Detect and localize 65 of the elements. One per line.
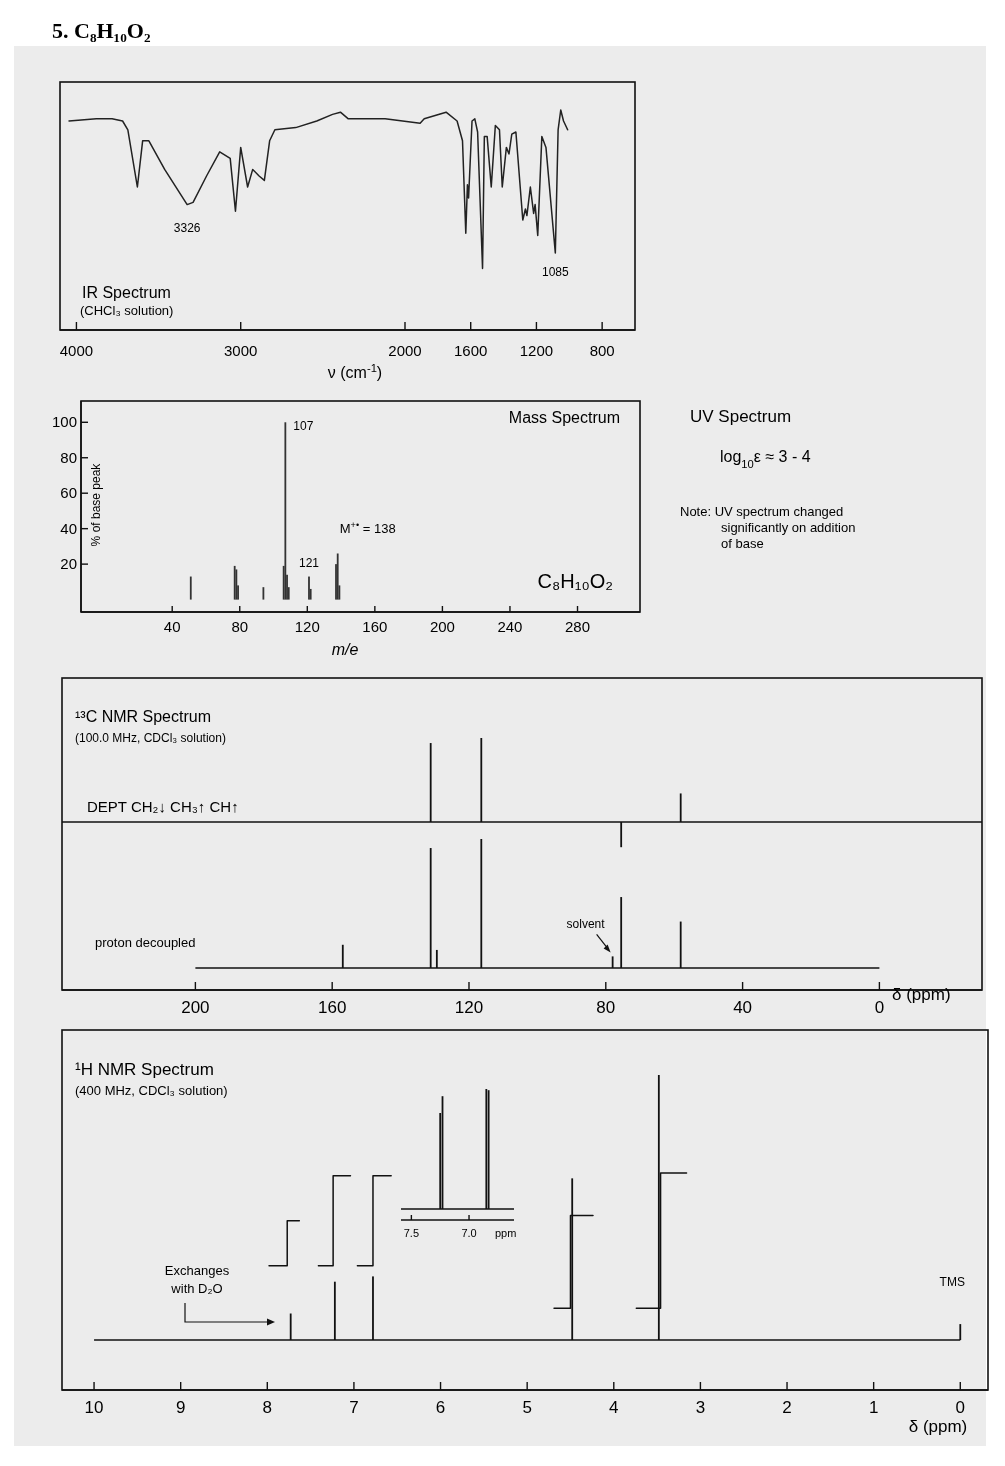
annotation: 121 [298, 555, 320, 570]
text: UV Spectrum [690, 407, 792, 426]
text: IR Spectrum [82, 284, 171, 301]
chart-subtitle: (100.0 MHz, CDCl₃ solution) [75, 731, 226, 745]
text: (400 MHz, CDCl₃ solution) [75, 1083, 228, 1098]
x-tick-label: 3 [695, 1398, 706, 1417]
x-tick-label: 2 [782, 1398, 792, 1417]
x-tick-label: 0 [955, 1398, 966, 1417]
x-tick-label: 1600 [454, 342, 488, 359]
annotation: solvent [566, 917, 606, 932]
x-tick-label: 200 [181, 998, 210, 1017]
x-tick-label: 4000 [59, 342, 94, 359]
x-tick-label: 10 [84, 1398, 104, 1417]
chart-title: ¹H NMR Spectrum [75, 1060, 214, 1079]
x-tick-label: 4 [609, 1398, 619, 1417]
annotation: 1085 [541, 265, 569, 279]
x-tick-label: 40 [733, 998, 753, 1017]
x-tick-label: 800 [589, 342, 615, 359]
annotation: M$^{+•}$ = 138 [339, 520, 396, 537]
y-tick-label: 60 [60, 484, 77, 502]
y-tick-label: 40 [60, 519, 77, 537]
annotation: C₈H₁₀O₂ [537, 570, 613, 592]
x-tick-label: 160 [362, 618, 388, 635]
annotation: 107 [293, 419, 314, 434]
x-tick-label: 80 [231, 618, 249, 635]
x-tick-label: 2000 [388, 342, 422, 359]
x-tick-label: 1200 [519, 342, 554, 359]
annotation: TMS [939, 1275, 965, 1290]
x-tick-label: 7.5 [403, 1227, 420, 1239]
x-tick-label: 5 [522, 1398, 532, 1417]
y-tick-label: 100 [51, 413, 77, 431]
chart-title: ¹³C NMR Spectrum [75, 708, 212, 725]
y-axis-title: % of base peak [89, 462, 103, 547]
x-axis-title: ν (cm$^{-1}$) [327, 362, 383, 381]
x-tick-label: 8 [262, 1398, 273, 1417]
x-tick-label: 7.0 [461, 1227, 477, 1239]
x-axis-title: ppm [495, 1227, 517, 1239]
x-axis-title: δ (ppm) [908, 1417, 968, 1436]
text: Note: UV spectrum changed significantly on addition of base [680, 504, 856, 551]
text: log$_{10}$ε ≈ 3 - 4 [720, 448, 811, 470]
chart-title: 5. C₈H₁₀O₂ [52, 18, 151, 43]
annotation: (CHCl₃ solution) [80, 303, 174, 318]
x-tick-label: 280 [565, 618, 591, 635]
x-tick-label: 160 [318, 998, 347, 1017]
x-axis-title: m/e [331, 641, 359, 658]
x-tick-label: 240 [497, 618, 523, 635]
x-axis-title: δ (ppm) [892, 985, 951, 1004]
y-tick-label: 20 [60, 555, 77, 573]
x-tick-label: 40 [163, 618, 181, 635]
annotation: proton decoupled [95, 935, 196, 950]
x-tick-label: 9 [175, 1398, 186, 1417]
x-tick-label: 0 [874, 998, 885, 1017]
x-tick-label: 6 [435, 1398, 446, 1417]
text: Mass Spectrum [508, 409, 620, 426]
annotation: Exchanges with D₂O [164, 1263, 230, 1296]
x-tick-label: 1 [868, 1398, 879, 1417]
x-tick-label: 200 [429, 618, 455, 635]
x-tick-label: 120 [454, 998, 484, 1017]
x-tick-label: 80 [596, 998, 616, 1017]
annotation: 3326 [173, 220, 201, 235]
y-tick-label: 80 [60, 448, 77, 466]
x-tick-label: 3000 [224, 342, 258, 359]
annotation: DEPT CH₂↓ CH₃↑ CH↑ [87, 798, 239, 815]
x-tick-label: 120 [294, 618, 320, 635]
x-tick-label: 7 [349, 1398, 359, 1417]
